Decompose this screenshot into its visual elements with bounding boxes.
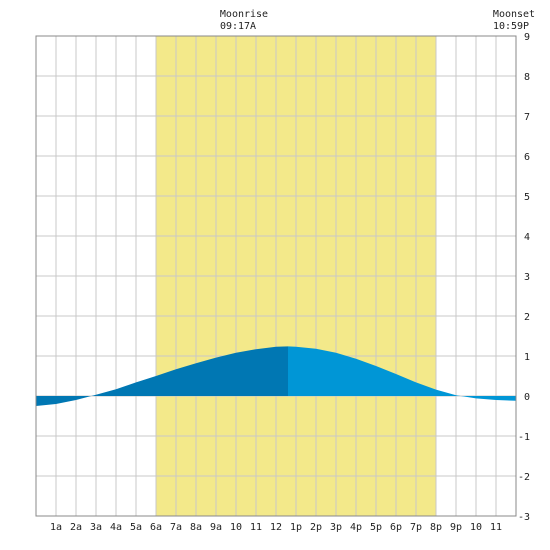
x-tick-label: 10 [470, 522, 482, 533]
x-tick-label: 9a [210, 522, 222, 533]
y-tick-label: 1 [524, 352, 530, 363]
y-tick-label: -1 [518, 432, 530, 443]
x-tick-label: 4p [350, 522, 362, 533]
x-tick-label: 5p [370, 522, 382, 533]
x-tick-label: 8p [430, 522, 442, 533]
x-tick-label: 2a [70, 522, 82, 533]
y-tick-label: 0 [524, 392, 530, 403]
y-tick-label: 2 [524, 312, 530, 323]
x-tick-label: 7p [410, 522, 422, 533]
x-tick-label: 5a [130, 522, 142, 533]
x-tick-label: 3a [90, 522, 102, 533]
moonset-label: Moonset [493, 9, 535, 20]
x-tick-label: 1a [50, 522, 62, 533]
x-tick-label: 9p [450, 522, 462, 533]
x-tick-label: 11 [250, 522, 262, 533]
moonrise-time: 09:17A [220, 21, 256, 32]
y-tick-label: 8 [524, 72, 530, 83]
moonset-time: 10:59P [493, 21, 529, 32]
x-tick-label: 11 [490, 522, 502, 533]
x-tick-label: 3p [330, 522, 342, 533]
y-tick-label: -2 [518, 472, 530, 483]
tide-area-after-high [288, 346, 516, 401]
y-tick-label: -3 [518, 512, 530, 523]
x-tick-label: 4a [110, 522, 122, 533]
y-tick-label: 4 [524, 232, 530, 243]
x-tick-label: 10 [230, 522, 242, 533]
x-tick-label: 1p [290, 522, 302, 533]
x-tick-label: 6a [150, 522, 162, 533]
tide-area-before-high [36, 346, 288, 406]
plot-frame [35, 35, 517, 517]
x-tick-label: 6p [390, 522, 402, 533]
y-tick-label: 7 [524, 112, 530, 123]
y-tick-label: 6 [524, 152, 530, 163]
y-tick-label: 9 [524, 32, 530, 43]
x-tick-label: 2p [310, 522, 322, 533]
moonrise-label: Moonrise [220, 9, 268, 20]
x-tick-label: 8a [190, 522, 202, 533]
y-tick-label: 3 [524, 272, 530, 283]
x-tick-label: 7a [170, 522, 182, 533]
y-tick-label: 5 [524, 192, 530, 203]
x-tick-label: 12 [270, 522, 282, 533]
